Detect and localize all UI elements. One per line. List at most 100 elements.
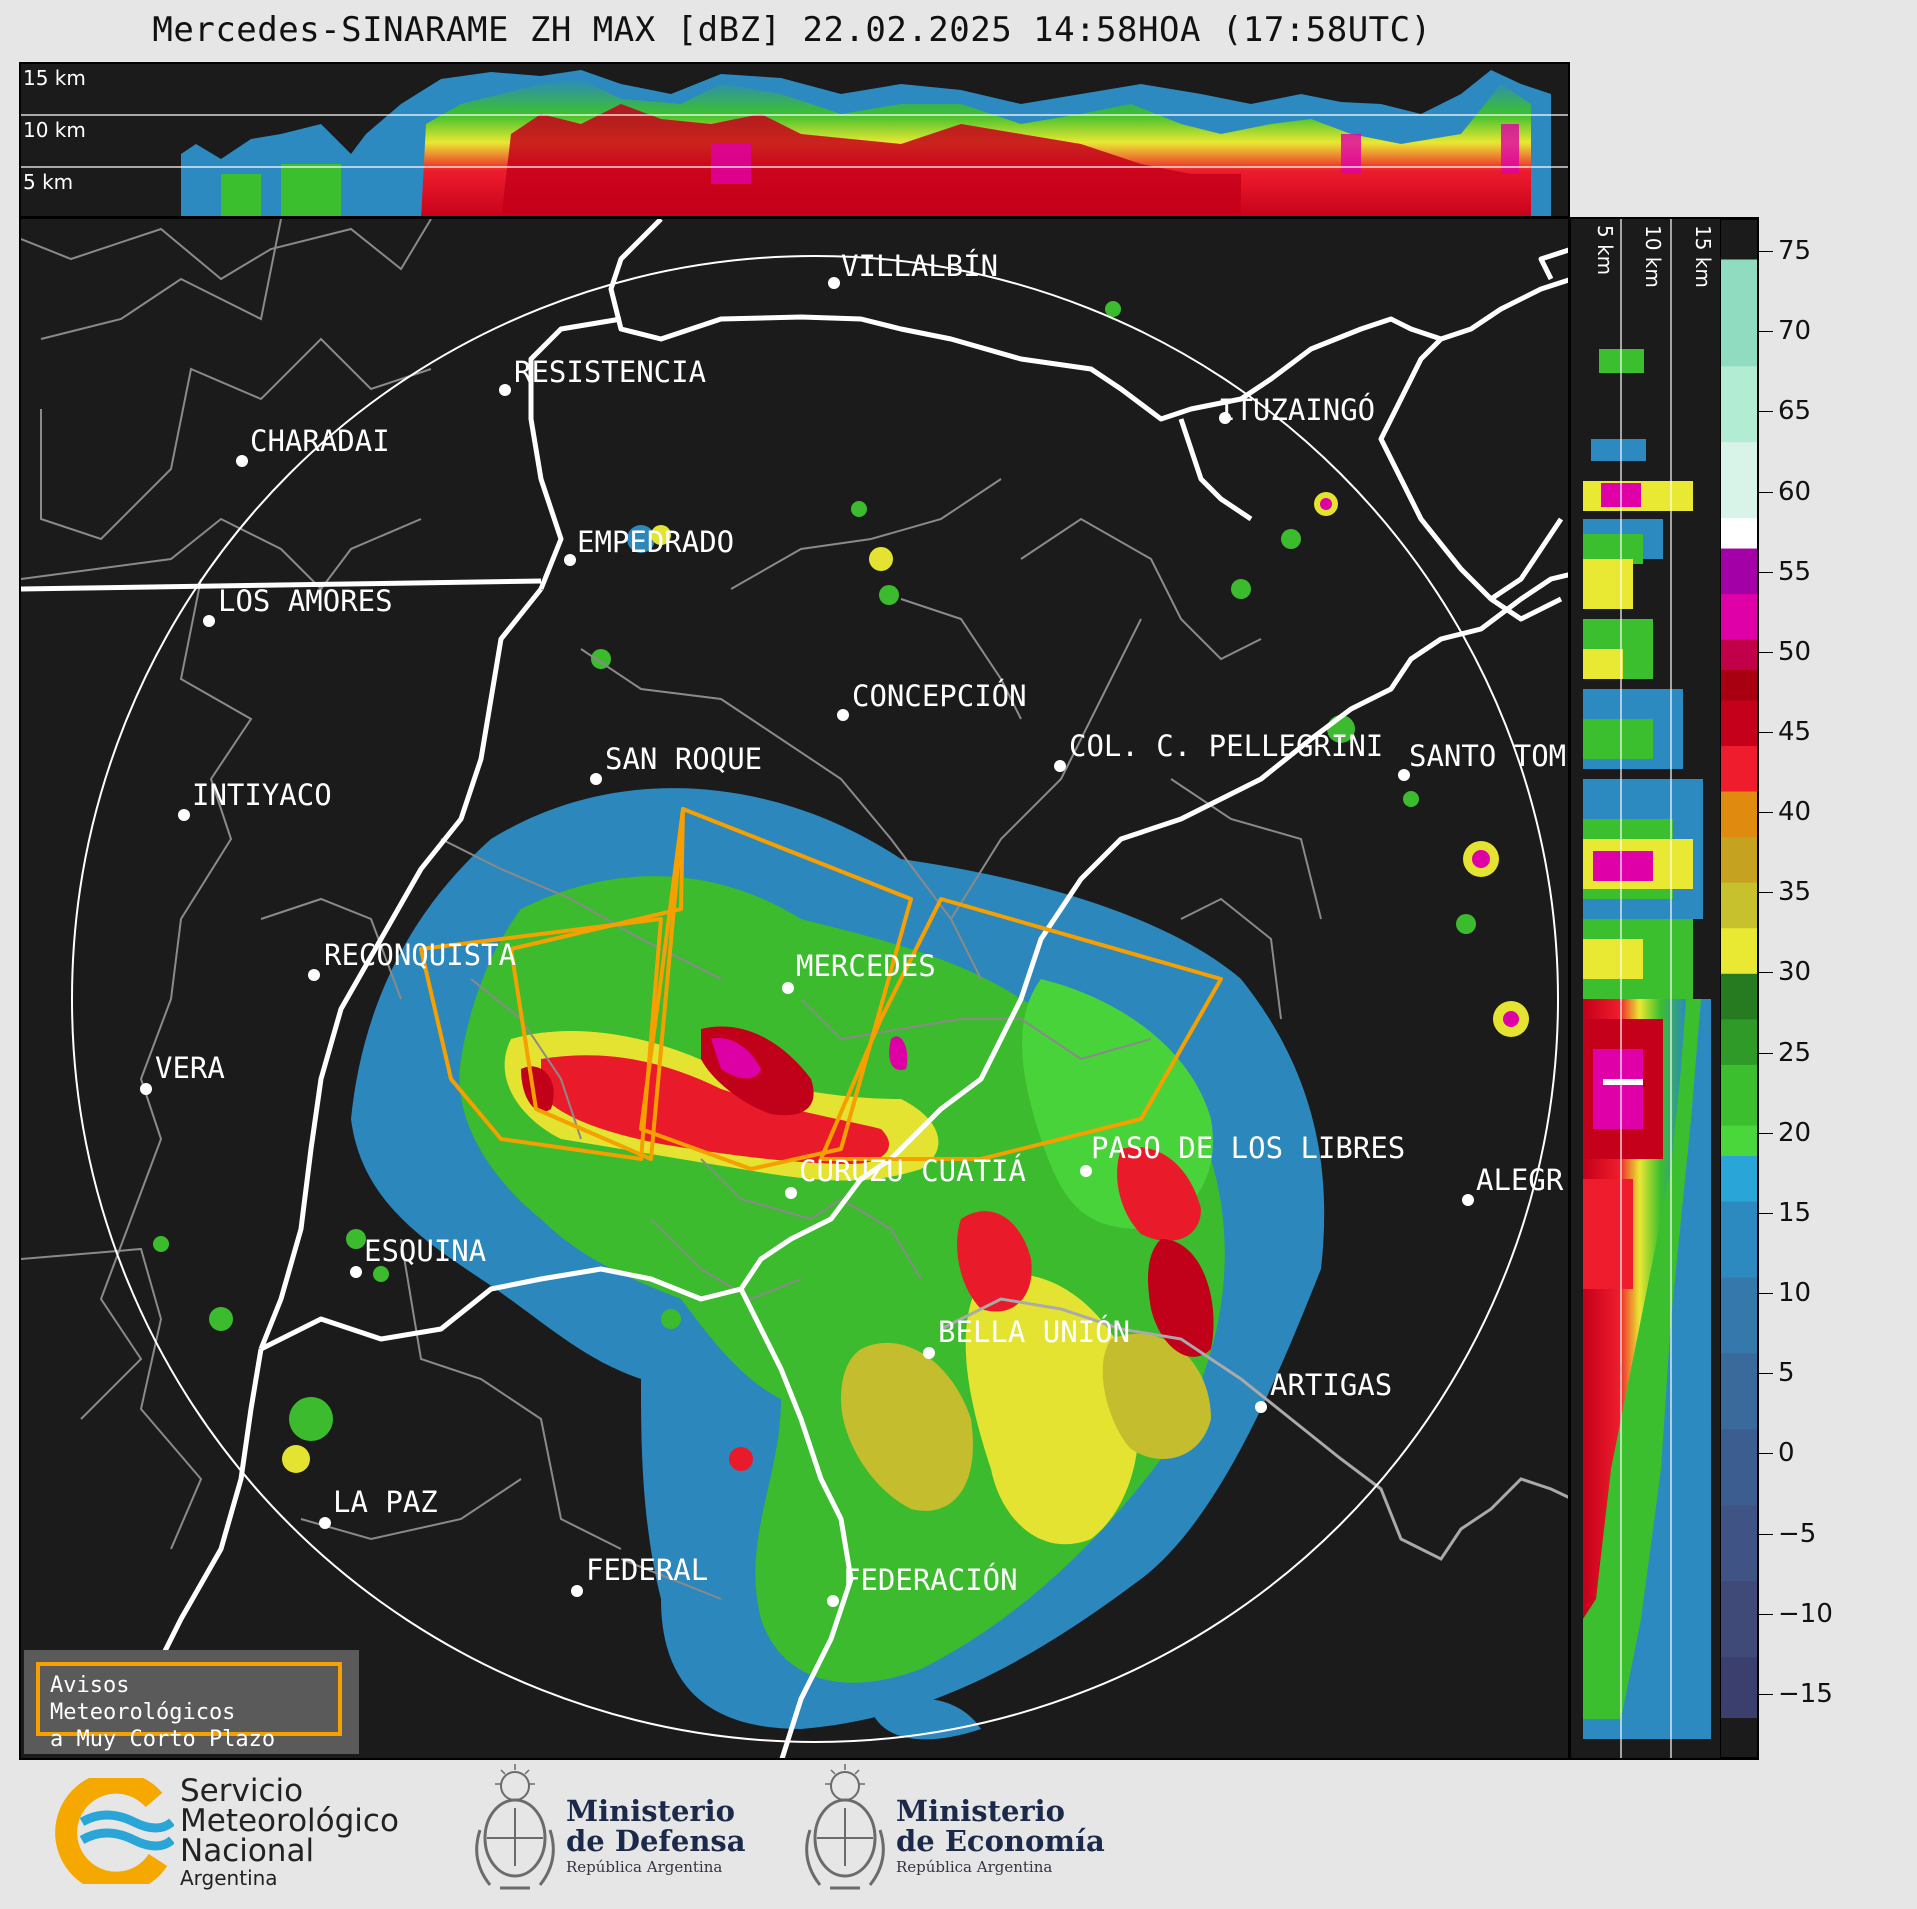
city-label-ituzaingo: ITUZAINGÓ <box>1218 393 1376 427</box>
city-dot <box>571 1585 583 1597</box>
colorbar-tick-label: 25 <box>1778 1037 1812 1068</box>
city-label-curuzu-cuatia: CURUZÚ CUATIÁ <box>799 1154 1026 1188</box>
colorbar-tick <box>1759 251 1773 253</box>
city-dot <box>923 1347 935 1359</box>
smn-logo-icon <box>55 1778 174 1884</box>
colorbar-tick <box>1759 411 1773 413</box>
city-label-federal: FEDERAL <box>586 1553 709 1587</box>
city-dot <box>319 1517 331 1529</box>
warnings-legend-line1: Avisos Meteorológicos <box>50 1673 236 1725</box>
city-label-empedrado: EMPEDRADO <box>577 525 735 559</box>
city-label-esquina: ESQUINA <box>364 1234 487 1268</box>
rivers <box>21 219 1568 1758</box>
economia-line2: de Economía <box>896 1824 1105 1858</box>
city-dot <box>1398 769 1410 781</box>
colorbar-segment <box>1721 548 1757 595</box>
colorbar-tick <box>1759 972 1773 974</box>
colorbar-tick-label: 65 <box>1778 396 1812 427</box>
top-height-profile: 15 km 10 km 5 km <box>19 62 1570 218</box>
colorbar-tick <box>1759 571 1773 573</box>
coat-of-arms-icon <box>475 1764 555 1890</box>
colorbar-segment <box>1721 1018 1757 1065</box>
colorbar-tick-label: 5 <box>1778 1358 1795 1389</box>
radar-map-layers <box>21 219 1568 1758</box>
city-dot <box>499 384 511 396</box>
city-dot <box>350 1266 362 1278</box>
colorbar-segment <box>1721 669 1757 701</box>
colorbar-tick-label: 75 <box>1778 236 1812 267</box>
colorbar-segment <box>1721 1353 1757 1430</box>
city-label-villalbin: VILLALBÍN <box>841 249 999 283</box>
smn-line2: Meteorológico <box>180 1803 399 1839</box>
colorbar-tick-label: 60 <box>1778 476 1812 507</box>
city-label-paso-de-los-libres: PASO DE LOS LIBRES <box>1091 1131 1406 1165</box>
city-dot <box>1080 1165 1092 1177</box>
colorbar-segment <box>1721 517 1757 549</box>
map-title: Mercedes-SINARAME ZH MAX [dBZ] 22.02.202… <box>152 10 1432 50</box>
colorbar-segment <box>1721 639 1757 671</box>
colorbar-tick-label: 15 <box>1778 1197 1812 1228</box>
city-dot <box>1462 1194 1474 1206</box>
colorbar-tick-label: 20 <box>1778 1117 1812 1148</box>
colorbar-segment <box>1721 745 1757 792</box>
radar-map[interactable]: VILLALBÍN RESISTENCIA CHARADAI ITUZAINGÓ… <box>19 217 1570 1760</box>
city-dot <box>178 809 190 821</box>
colorbar-tick <box>1759 732 1773 733</box>
city-dot <box>785 1187 797 1199</box>
colorbar-tick <box>1759 892 1773 894</box>
colorbar-tick-label: 30 <box>1778 957 1812 988</box>
colorbar-segment <box>1721 1277 1757 1354</box>
city-label-federacion: FEDERACIÓN <box>843 1563 1018 1597</box>
colorbar-segment <box>1721 1125 1757 1157</box>
city-label-bella-union: BELLA UNIÓN <box>938 1315 1131 1349</box>
colorbar-segment <box>1721 1504 1757 1582</box>
defensa-logo-text: Ministerio de Defensa República Argentin… <box>566 1796 746 1878</box>
city-dot <box>308 969 320 981</box>
colorbar-segment <box>1721 1580 1757 1658</box>
height-label-5km: 5 km <box>23 170 74 194</box>
colorbar-tick-label: −5 <box>1778 1518 1817 1549</box>
city-label-col-c-pellegrini: COL. C. PELLEGRINI <box>1069 729 1384 763</box>
colorbar-tick <box>1759 1293 1773 1295</box>
colorbar-segment <box>1721 593 1757 640</box>
city-dot <box>782 982 794 994</box>
colorbar-tick-label: 10 <box>1778 1278 1812 1309</box>
colorbar-tick-label: 50 <box>1778 636 1812 667</box>
colorbar-segment <box>1721 882 1757 929</box>
city-dot <box>203 615 215 627</box>
colorbar-tick-label: 55 <box>1778 556 1812 587</box>
colorbar-segment <box>1721 699 1757 746</box>
colorbar-tick-label: 0 <box>1778 1438 1795 1469</box>
city-label-charadai: CHARADAI <box>250 424 390 458</box>
city-dot <box>828 277 840 289</box>
economia-logo-text: Ministerio de Economía República Argenti… <box>896 1796 1105 1878</box>
city-dot <box>1255 1401 1267 1413</box>
colorbar-tick <box>1759 1693 1773 1695</box>
colorbar-tick-label: 45 <box>1778 717 1812 747</box>
city-dot <box>1054 760 1066 772</box>
colorbar-tick <box>1759 491 1773 493</box>
reflectivity-colorbar <box>1720 219 1758 1758</box>
city-label-mercedes: MERCEDES <box>796 949 936 983</box>
colorbar-tick <box>1759 331 1773 333</box>
city-label-alegrete: ALEGR <box>1476 1163 1564 1197</box>
city-dot <box>1219 412 1231 424</box>
colorbar-tick-label: 70 <box>1778 316 1812 347</box>
colorbar-segment <box>1721 973 1757 1020</box>
city-dot <box>236 455 248 467</box>
international-border <box>940 1297 1568 1561</box>
height-label-10km-side: 10 km <box>1641 225 1665 288</box>
colorbar-segment <box>1721 927 1757 974</box>
city-label-concepcion: CONCEPCIÓN <box>852 679 1027 713</box>
height-label-15km-side: 15 km <box>1691 225 1715 288</box>
smn-line3: Nacional <box>180 1833 315 1869</box>
colorbar-tick-label: −10 <box>1778 1598 1833 1629</box>
colorbar-segment <box>1721 441 1757 519</box>
colorbar-tick <box>1759 1132 1773 1134</box>
colorbar-segment <box>1721 1155 1757 1202</box>
colorbar-tick <box>1759 651 1773 653</box>
economia-line1: Ministerio <box>896 1794 1066 1828</box>
city-label-resistencia: RESISTENCIA <box>514 355 707 389</box>
colorbar-segment <box>1721 1428 1757 1506</box>
city-dot <box>590 773 602 785</box>
